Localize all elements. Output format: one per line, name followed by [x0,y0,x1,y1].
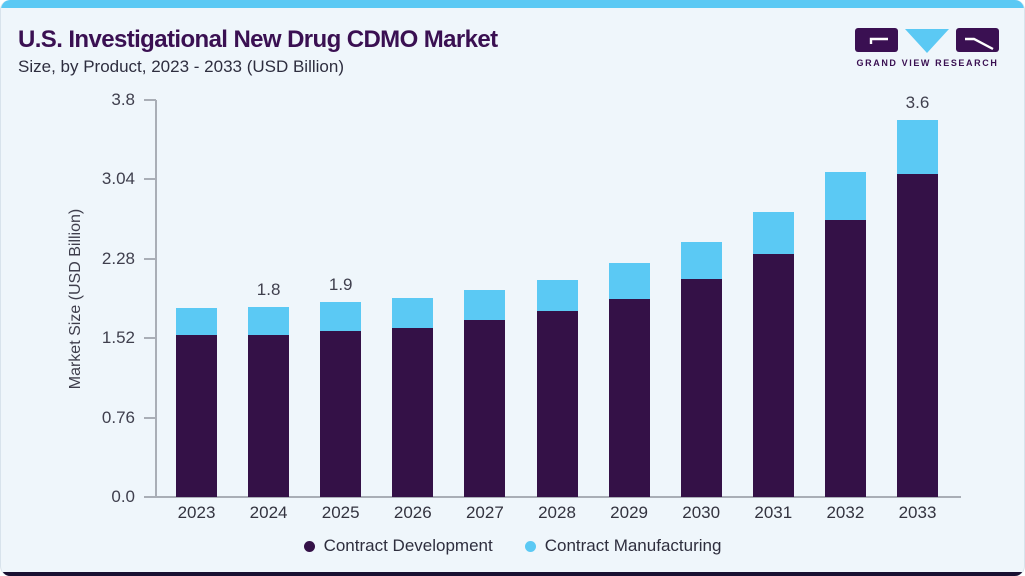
y-tick-mark [144,257,156,260]
bar-contract-development-2023 [176,335,217,497]
x-tick-label-2031: 2031 [754,503,793,522]
bar-contract-manufacturing-2024 [248,306,290,336]
bar-contract-development-2027 [464,320,506,497]
bar-contract-development-2025 [320,330,362,497]
x-tick-label-2028: 2028 [538,503,576,522]
page-title: U.S. Investigational New Drug CDMO Marke… [18,26,498,53]
bar-contract-development-2033 [897,174,938,497]
bar-value-label-2024: 1.8 [256,279,281,299]
y-tick-mark [144,496,156,498]
bar-contract-development-2029 [608,298,650,497]
y-tick-label: 0.0 [111,487,135,506]
x-tick-label-2029: 2029 [610,503,648,522]
y-tick-label: 3.04 [101,169,135,189]
bar-contract-development-2024 [248,335,290,497]
bar-contract-manufacturing-2031 [752,211,794,254]
plot-area: 0.0 0.76 1.52 2.28 3.04 3.8 2023 2024 1.8 2025 1.9… [102,90,961,522]
bar-contract-development-2028 [536,311,578,497]
x-axis-line [155,496,961,498]
y-tick-mark [144,337,156,340]
contract-manufacturing-dot-icon [524,540,536,552]
bar-contract-manufacturing-2029 [608,263,650,299]
legend: Contract Development Contract Manufactur… [1,536,1024,556]
gvr-logo-icon [855,28,999,53]
x-tick-label-2026: 2026 [393,503,432,522]
bar-contract-manufacturing-2025 [320,301,362,331]
y-tick-mark [144,178,156,181]
grand-view-research-logo: GRAND VIEW RESEARCH [855,26,1000,68]
x-tick-label-2024: 2024 [249,503,288,522]
legend-item-contract-manufacturing: Contract Manufacturing [524,536,722,556]
bar-contract-manufacturing-2033 [897,119,938,175]
bar-value-label-2033: 3.6 [905,92,930,112]
bar-contract-manufacturing-2026 [392,297,434,328]
contract-development-dot-icon [303,540,315,552]
top-accent-bar [1,0,1024,8]
y-tick-label: 3.8 [111,90,135,109]
y-axis-line [155,100,157,497]
bar-contract-development-2026 [392,327,434,497]
x-tick-label-2033: 2033 [898,503,937,522]
y-axis-title: Market Size (USD Billion) [67,208,84,390]
bottom-accent-bar [1,572,1024,576]
bar-contract-manufacturing-2023 [176,307,217,336]
x-tick-label-2027: 2027 [465,503,504,522]
bar-contract-manufacturing-2027 [464,290,506,321]
x-tick-label-2025: 2025 [321,503,360,522]
y-tick-label: 0.76 [101,407,135,427]
legend-label: Contract Development [323,536,493,555]
legend-label: Contract Manufacturing [544,536,722,555]
bar-contract-manufacturing-2030 [680,242,722,279]
y-tick-mark [144,416,156,419]
bar-contract-manufacturing-2028 [536,279,578,311]
bar-contract-development-2032 [824,220,866,497]
x-tick-label-2023: 2023 [177,503,216,522]
bar-value-label-2025: 1.9 [328,274,353,294]
bar-contract-development-2031 [752,253,794,497]
y-tick-label: 2.28 [101,248,135,268]
y-tick-mark [144,99,156,101]
y-tick-label: 1.52 [101,328,135,348]
x-tick-label-2030: 2030 [682,503,721,522]
x-tick-label-2032: 2032 [826,503,865,522]
bar-contract-development-2030 [680,278,722,497]
legend-item-contract-development: Contract Development [303,536,493,556]
bar-contract-manufacturing-2032 [824,172,866,221]
logo-text: GRAND VIEW RESEARCH [856,58,999,68]
page-subtitle: Size, by Product, 2023 - 2033 (USD Billi… [18,57,344,76]
